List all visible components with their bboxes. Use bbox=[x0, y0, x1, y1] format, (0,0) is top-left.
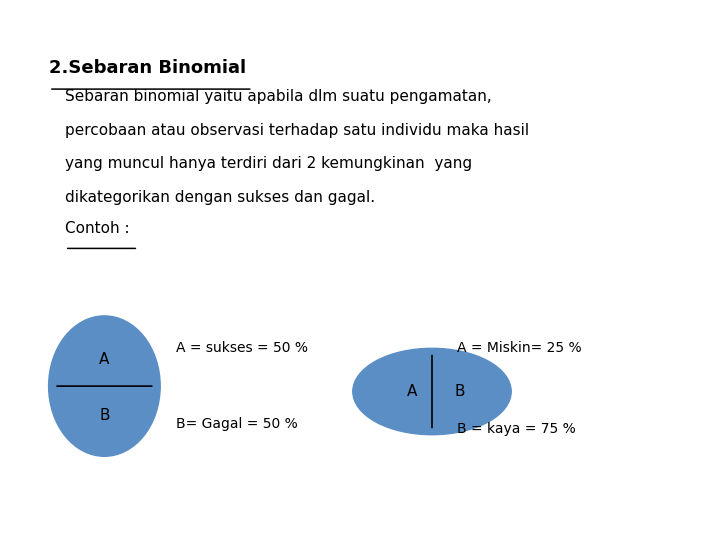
Ellipse shape bbox=[353, 348, 511, 435]
Text: A: A bbox=[408, 384, 418, 399]
Text: A = Miskin= 25 %: A = Miskin= 25 % bbox=[457, 341, 582, 355]
Text: Sebaran binomial yaitu apabila dlm suatu pengamatan,: Sebaran binomial yaitu apabila dlm suatu… bbox=[65, 89, 492, 104]
Text: dikategorikan dengan sukses dan gagal.: dikategorikan dengan sukses dan gagal. bbox=[65, 190, 375, 205]
Text: yang muncul hanya terdiri dari 2 kemungkinan  yang: yang muncul hanya terdiri dari 2 kemungk… bbox=[65, 156, 472, 171]
Text: Contoh :: Contoh : bbox=[65, 221, 130, 237]
Text: B: B bbox=[454, 384, 464, 399]
Text: A: A bbox=[99, 352, 109, 367]
Ellipse shape bbox=[48, 316, 160, 456]
Text: B = kaya = 75 %: B = kaya = 75 % bbox=[457, 422, 576, 436]
Text: percobaan atau observasi terhadap satu individu maka hasil: percobaan atau observasi terhadap satu i… bbox=[65, 123, 529, 138]
Text: B= Gagal = 50 %: B= Gagal = 50 % bbox=[176, 417, 298, 431]
Text: B: B bbox=[99, 408, 109, 423]
Text: A = sukses = 50 %: A = sukses = 50 % bbox=[176, 341, 308, 355]
Text: 2.Sebaran Binomial: 2.Sebaran Binomial bbox=[49, 59, 246, 77]
